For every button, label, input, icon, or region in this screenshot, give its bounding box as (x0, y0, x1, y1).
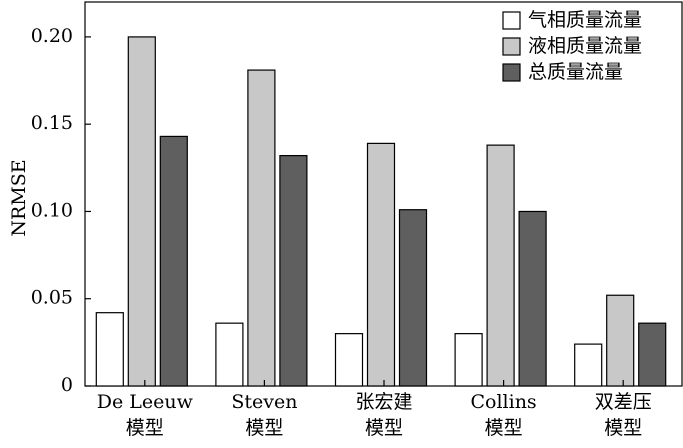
x-category-label: Steven (231, 391, 297, 413)
bar-2-3 (366, 142, 396, 387)
bar-1-5 (574, 343, 603, 387)
y-tick-label: 0.05 (31, 287, 73, 309)
x-category-label: 张宏建 (355, 391, 412, 413)
bar-2-2 (247, 69, 276, 387)
plot-area (84, 1, 683, 387)
x-category-label: 模型 (485, 417, 523, 439)
y-axis-label: NRMSE (8, 159, 30, 236)
bar-3-2 (279, 155, 308, 387)
x-category-label: 模型 (365, 417, 403, 439)
y-axis: 0 0.05 0.10 0.15 0.20 (31, 25, 91, 396)
bar-1-1 (95, 312, 124, 387)
legend-label: 液相质量流量 (528, 35, 642, 57)
x-category-label: 双差压 (595, 391, 652, 413)
legend-swatch (502, 11, 521, 30)
bar-1-2 (215, 322, 244, 387)
bar-3-3 (398, 209, 428, 387)
x-category-label: 模型 (126, 417, 164, 439)
legend-swatch (502, 63, 521, 82)
bar-2-1 (127, 36, 156, 387)
bar-2-5 (606, 294, 635, 387)
y-tick-label: 0 (61, 374, 73, 396)
bar-2-4 (486, 144, 515, 387)
legend-label: 气相质量流量 (528, 9, 642, 31)
x-category-label: 模型 (604, 417, 642, 439)
legend-swatch (502, 37, 521, 56)
bar-1-3 (334, 333, 364, 387)
bar-1-4 (454, 333, 483, 387)
x-category-label: 模型 (245, 417, 283, 439)
bar-3-1 (159, 135, 188, 387)
bar-3-5 (638, 322, 667, 387)
y-tick-label: 0.10 (31, 199, 73, 221)
x-category-label: De Leeuw (97, 391, 194, 413)
y-tick-label: 0.15 (31, 112, 73, 134)
legend-label: 总质量流量 (528, 61, 623, 83)
y-tick-label: 0.20 (31, 25, 73, 47)
bar-3-4 (518, 210, 547, 387)
x-category-label: Collins (470, 391, 536, 413)
